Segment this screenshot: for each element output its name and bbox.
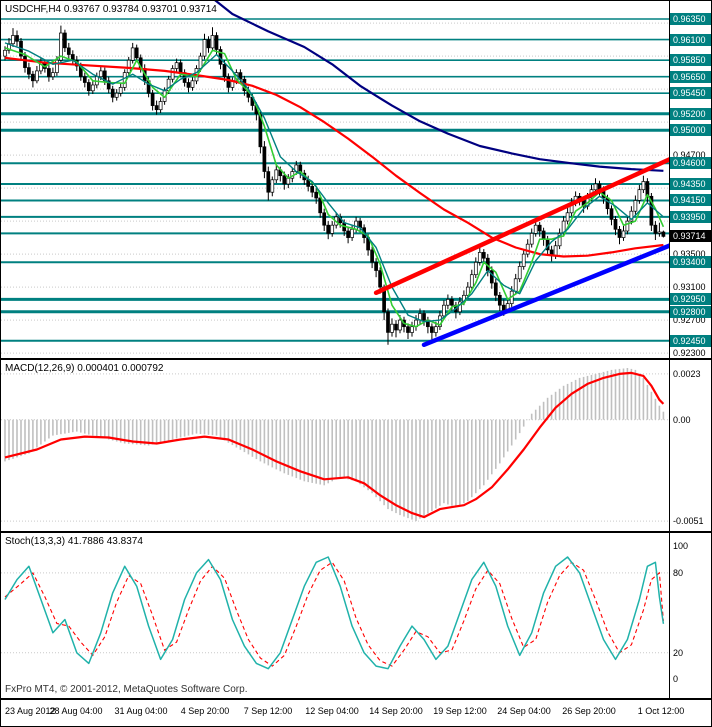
stoch-scale-label: 20 xyxy=(670,647,711,659)
moving-averages xyxy=(4,1,665,328)
copyright-text: FxPro MT4, © 2001-2012, MetaQuotes Softw… xyxy=(5,684,248,695)
level-price-label: 0.93400 xyxy=(670,256,711,268)
time-label: 28 Aug 04:00 xyxy=(49,706,103,716)
stoch-scale-label: 0 xyxy=(670,673,711,685)
grid-price-label: 0.93100 xyxy=(670,281,711,293)
ma-medium-red xyxy=(4,56,664,258)
stochastic-panel[interactable]: Stoch(13,3,3) 41.7886 43.8374 FxPro MT4,… xyxy=(1,533,711,698)
stoch-scale-label: 80 xyxy=(670,567,711,579)
level-price-label: 0.94600 xyxy=(670,157,711,169)
level-price-label: 0.96100 xyxy=(670,34,711,46)
chart-ohlc-header: USDCHF,H4 0.93767 0.93784 0.93701 0.9371… xyxy=(5,4,217,15)
level-price-label: 0.96350 xyxy=(670,13,711,25)
level-price-label: 0.92450 xyxy=(670,335,711,347)
price-chart-canvas[interactable] xyxy=(1,1,669,358)
stoch-scale: 100 80 20 0 xyxy=(670,533,711,698)
time-label: 19 Sep 12:00 xyxy=(433,706,487,716)
level-price-label: 0.95650 xyxy=(670,71,711,83)
ma-fast-green xyxy=(4,47,665,328)
level-price-label: 0.95200 xyxy=(670,108,711,120)
price-scale[interactable]: 0.94700 0.93500 0.93100 0.92700 0.92300 0.963… xyxy=(670,1,711,359)
macd-histogram xyxy=(4,368,665,522)
time-label: 14 Sep 20:00 xyxy=(369,706,423,716)
macd-scale-label: -0.0051 xyxy=(670,515,711,527)
grid-price-label: 0.92300 xyxy=(670,347,711,359)
macd-signal-line xyxy=(4,371,665,519)
ascending-trendline-red[interactable] xyxy=(373,157,669,296)
time-label: 7 Sep 12:00 xyxy=(243,706,293,716)
trendlines[interactable] xyxy=(373,157,669,348)
time-label: 1 Oct 12:00 xyxy=(637,706,685,716)
ascending-trendline-blue[interactable] xyxy=(421,243,669,348)
scale-separator xyxy=(669,1,670,698)
bid-price-label: 0.93714 xyxy=(670,230,711,242)
time-label: 23 Aug 2012 xyxy=(5,706,56,716)
time-label: 12 Sep 04:00 xyxy=(305,706,359,716)
ma-fast-teal xyxy=(4,42,664,323)
level-price-label: 0.95000 xyxy=(670,124,711,136)
macd-panel[interactable]: MACD(12,26,9) 0.000401 0.000792 0.0023 0.… xyxy=(1,360,711,531)
macd-label: MACD(12,26,9) 0.000401 0.000792 xyxy=(5,363,164,374)
level-price-label: 0.93950 xyxy=(670,211,711,223)
level-price-label: 0.95450 xyxy=(670,87,711,99)
candles xyxy=(3,25,666,345)
level-price-label: 0.94350 xyxy=(670,178,711,190)
macd-canvas[interactable] xyxy=(1,360,669,531)
ma-slow-navy xyxy=(214,1,664,172)
stoch-main-line xyxy=(4,556,665,670)
level-price-label: 0.92800 xyxy=(670,306,711,318)
stochastic-canvas[interactable] xyxy=(1,533,669,698)
stochastic-label: Stoch(13,3,3) 41.7886 43.8374 xyxy=(5,536,143,547)
panel-separator[interactable] xyxy=(1,358,711,360)
level-price-label: 0.94150 xyxy=(670,194,711,206)
macd-scale-label: 0.00 xyxy=(670,414,711,426)
macd-scale-label: 0.0023 xyxy=(670,368,711,380)
macd-scale: 0.0023 0.00 -0.0051 xyxy=(670,360,711,531)
time-axis[interactable]: 23 Aug 2012 28 Aug 04:00 31 Aug 04:00 4 Sep… xyxy=(1,700,711,726)
stoch-signal-line xyxy=(4,561,664,667)
panel-separator[interactable] xyxy=(1,531,711,533)
time-label: 26 Sep 20:00 xyxy=(562,706,616,716)
level-price-label: 0.95850 xyxy=(670,54,711,66)
stoch-scale-label: 100 xyxy=(670,540,711,552)
time-label: 31 Aug 04:00 xyxy=(114,706,168,716)
time-label: 24 Sep 04:00 xyxy=(497,706,551,716)
panel-separator xyxy=(1,698,711,700)
time-label: 4 Sep 20:00 xyxy=(180,706,230,716)
level-price-label: 0.92950 xyxy=(670,293,711,305)
price-chart-panel[interactable]: USDCHF,H4 0.93767 0.93784 0.93701 0.9371… xyxy=(1,1,711,359)
